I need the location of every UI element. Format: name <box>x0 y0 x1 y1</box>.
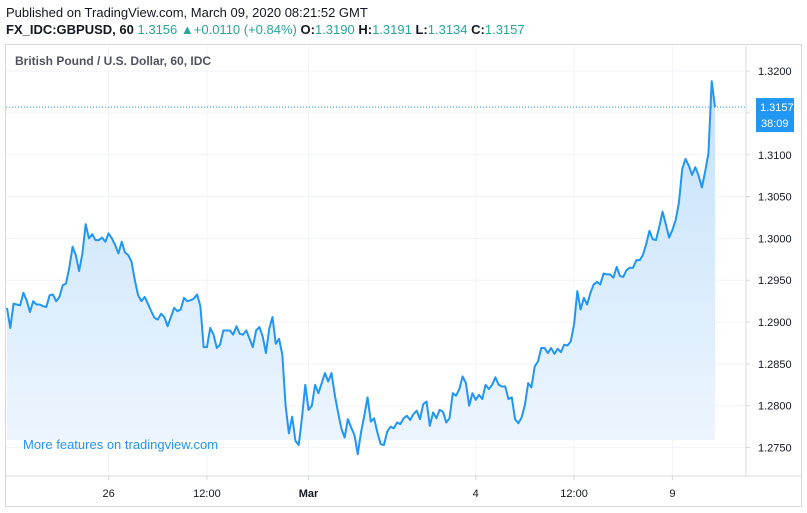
y-tick-label: 1.2900 <box>758 317 792 329</box>
high-value: 1.3191 <box>372 22 412 37</box>
countdown-value: 38:09 <box>761 118 789 130</box>
watermark-link[interactable]: More features on tradingview.com <box>23 437 218 452</box>
symbol-header: FX_IDC:GBPUSD, 60 1.3156 ▲+0.0110 (+0.84… <box>6 22 525 37</box>
low-label: L: <box>415 22 428 37</box>
price-area <box>7 81 715 455</box>
y-tick-label: 1.2800 <box>758 401 792 413</box>
chart-title: British Pound / U.S. Dollar, 60, IDC <box>15 54 211 68</box>
high-label: H: <box>358 22 373 37</box>
y-tick-label: 1.3100 <box>758 150 792 162</box>
low-value: 1.3134 <box>427 22 468 37</box>
price-line <box>6 80 716 456</box>
last-price: 1.3156 <box>137 22 178 37</box>
open-value: 1.3190 <box>314 22 355 37</box>
x-tick-label: Mar <box>299 488 319 500</box>
time-axis: 26 12:00 Mar 4 12:00 9 <box>102 476 675 500</box>
open-label: O: <box>300 22 315 37</box>
x-tick-label: 12:00 <box>560 488 588 500</box>
y-tick-label: 1.3050 <box>758 192 792 204</box>
x-tick-label: 26 <box>102 488 114 500</box>
y-tick-label: 1.2850 <box>758 359 792 371</box>
price-change: +0.0110 (+0.84%) <box>193 22 297 37</box>
symbol-name: FX_IDC:GBPUSD, 60 <box>6 22 134 37</box>
current-price-label: 1.3157 38:09 <box>756 98 794 133</box>
y-tick-label: 1.2750 <box>758 443 792 455</box>
close-value: 1.3157 <box>484 22 525 37</box>
published-caption: Published on TradingView.com, March 09, … <box>6 5 368 20</box>
x-tick-label: 9 <box>669 488 675 500</box>
x-tick-label: 12:00 <box>193 488 221 500</box>
y-tick-label: 1.2950 <box>758 275 792 287</box>
y-tick-label: 1.3200 <box>758 66 792 78</box>
current-price-value: 1.3157 <box>760 102 794 114</box>
chart-frame <box>5 44 802 507</box>
x-tick-label: 4 <box>473 488 479 500</box>
y-tick-label: 1.3000 <box>758 233 792 245</box>
change-arrow-icon: ▲ <box>180 22 194 37</box>
price-axis: 1.2750 1.2800 1.2850 1.2900 1.2950 1.3000 1.30… <box>746 66 792 455</box>
close-label: C: <box>471 22 485 37</box>
